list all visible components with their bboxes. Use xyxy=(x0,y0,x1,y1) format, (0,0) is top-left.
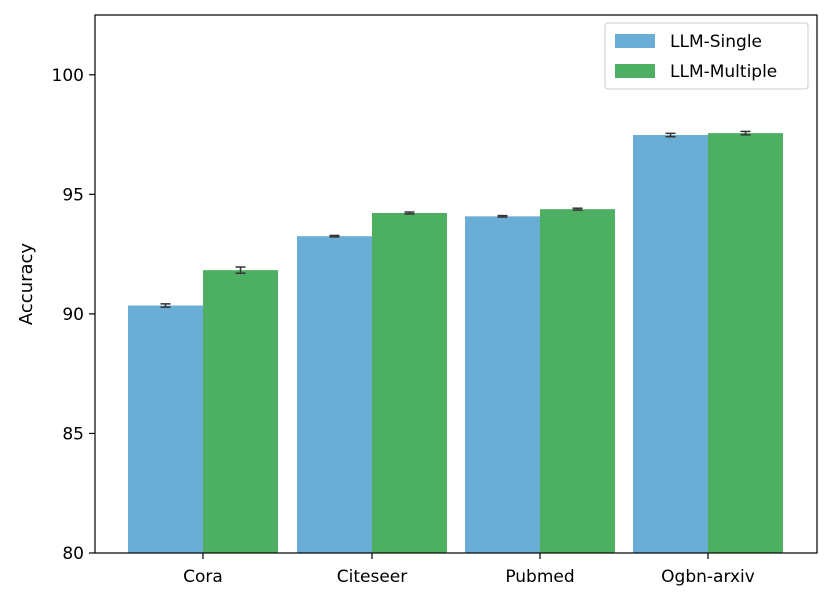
x-tick-label: Citeseer xyxy=(337,567,407,587)
y-tick-label: 100 xyxy=(52,66,84,86)
y-tick-label: 90 xyxy=(62,305,84,325)
bars-layer xyxy=(128,133,783,554)
x-axis: Cora Citeseer Pubmed Ogbn-arxiv xyxy=(183,553,755,587)
x-tick-label: Cora xyxy=(183,567,223,587)
x-tick-label: Ogbn-arxiv xyxy=(661,567,755,587)
bar-llm-multiple-pubmed xyxy=(540,209,615,554)
bar-llm-single-cora xyxy=(128,305,203,553)
y-tick-label: 80 xyxy=(62,544,84,564)
legend-label-llm-multiple: LLM-Multiple xyxy=(670,62,777,82)
bar-llm-multiple-cora xyxy=(203,270,278,553)
bar-llm-multiple-citeseer xyxy=(372,212,447,553)
legend-box xyxy=(604,22,809,90)
bar-llm-multiple-ogbn-arxiv xyxy=(708,133,783,553)
plot-frame xyxy=(94,14,818,554)
y-axis: 80 85 90 95 100 xyxy=(52,66,95,564)
y-axis-label: Accuracy xyxy=(16,243,37,326)
legend: LLM-Single LLM-Multiple xyxy=(604,22,809,90)
legend-swatch-llm-single xyxy=(615,34,655,48)
x-tick-label: Pubmed xyxy=(505,567,574,587)
legend-swatch-llm-multiple xyxy=(615,64,655,78)
bar-llm-single-citeseer xyxy=(297,236,372,553)
y-tick-label: 95 xyxy=(62,185,84,205)
y-tick-label: 85 xyxy=(62,424,84,444)
bar-llm-single-pubmed xyxy=(465,216,540,554)
bar-llm-single-ogbn-arxiv xyxy=(633,135,708,553)
error-bars-layer xyxy=(160,130,751,308)
legend-label-llm-single: LLM-Single xyxy=(670,32,762,52)
